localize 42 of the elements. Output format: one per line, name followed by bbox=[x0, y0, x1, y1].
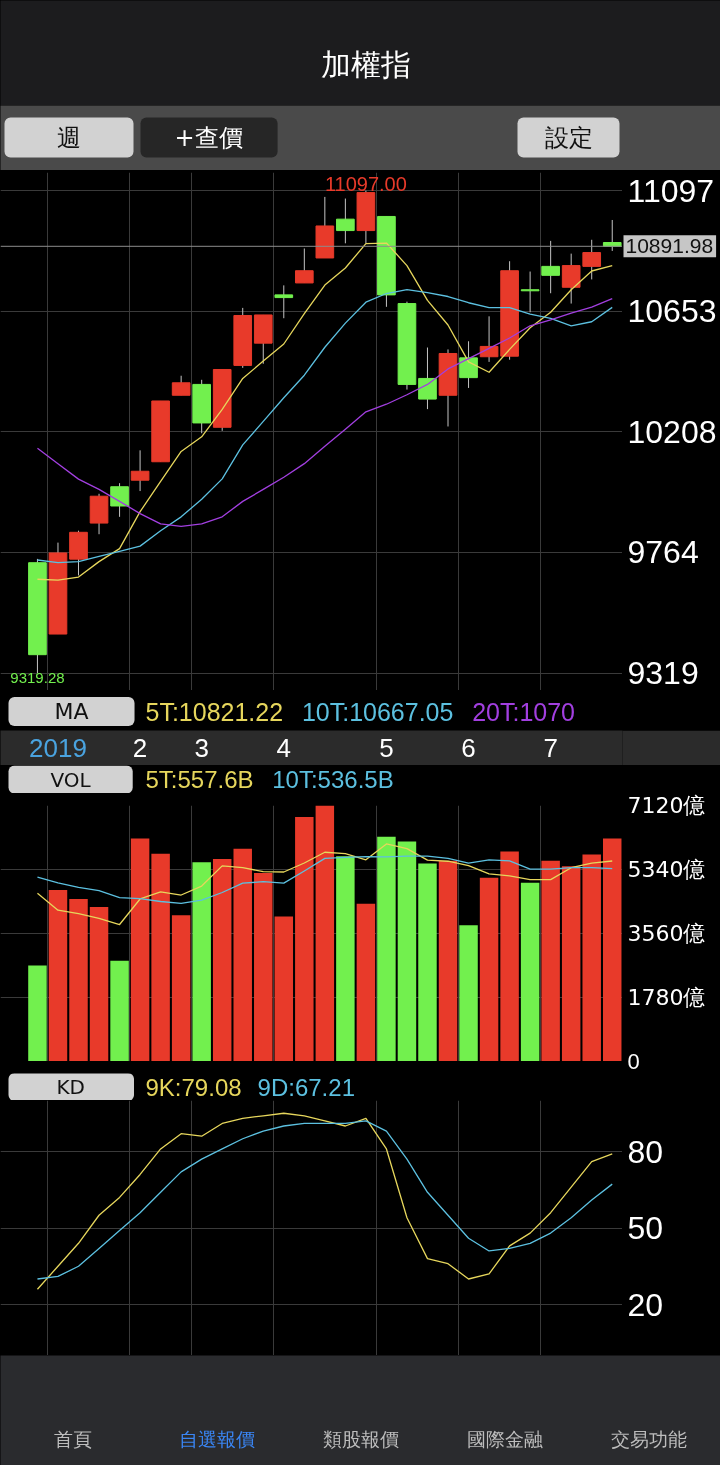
y-tick-label: 5340億 bbox=[627, 857, 706, 882]
text: 首頁 bbox=[53, 1427, 92, 1450]
x-tick-label: 2019 bbox=[29, 733, 87, 763]
text: 週 bbox=[56, 123, 81, 152]
text: 類股報價 bbox=[322, 1427, 399, 1450]
text: 交易功能 bbox=[610, 1427, 687, 1450]
y-tick-label: 1780億 bbox=[627, 985, 706, 1010]
y-tick-label: 20 bbox=[627, 1286, 664, 1323]
text: 設定 bbox=[544, 123, 593, 152]
y-tick-label: 9764 bbox=[627, 534, 699, 571]
y-tick-label: 50 bbox=[627, 1210, 664, 1246]
x-tick-label: 2 bbox=[132, 733, 148, 763]
y-tick-label: 10208 bbox=[627, 413, 717, 450]
text: 10T:536.5B bbox=[272, 766, 394, 793]
annotation: 9319.28 bbox=[10, 669, 65, 687]
annotation: 11097.00 bbox=[324, 172, 407, 195]
y-tick-label: 0 bbox=[627, 1049, 640, 1074]
x-tick-label: 5 bbox=[379, 733, 394, 763]
x-tick-label: 3 bbox=[194, 733, 209, 763]
series-label: 9K:79.08 bbox=[145, 1073, 242, 1101]
ref-line-label: 10891.98 bbox=[625, 234, 714, 258]
x-tick-label: 4 bbox=[276, 733, 292, 763]
legend-title: KD bbox=[56, 1075, 86, 1099]
x-tick-label: 6 bbox=[461, 733, 476, 763]
text: 自選報價 bbox=[178, 1427, 255, 1450]
y-tick-label: 10653 bbox=[627, 293, 717, 330]
text: 20T:1070 bbox=[472, 697, 576, 726]
legend-title: VOL bbox=[50, 767, 92, 792]
y-tick-label: 3560億 bbox=[627, 921, 706, 946]
text: 加權指 bbox=[320, 47, 411, 82]
y-tick-label: 80 bbox=[627, 1133, 664, 1170]
y-tick-label: 11097 bbox=[627, 172, 715, 209]
text: +查價 bbox=[174, 123, 243, 152]
y-tick-label: 7120億 bbox=[627, 793, 706, 818]
text: 5T:10821.22 bbox=[145, 697, 284, 726]
text: 10T:10667.05 bbox=[301, 697, 454, 726]
series-label: 9D:67.21 bbox=[257, 1073, 355, 1101]
legend-title: MA bbox=[54, 699, 89, 724]
text: 國際金融 bbox=[466, 1427, 543, 1450]
x-tick-label: 7 bbox=[543, 733, 558, 763]
text: 5T:557.6B bbox=[145, 766, 254, 793]
y-tick-label: 9319 bbox=[627, 655, 699, 692]
